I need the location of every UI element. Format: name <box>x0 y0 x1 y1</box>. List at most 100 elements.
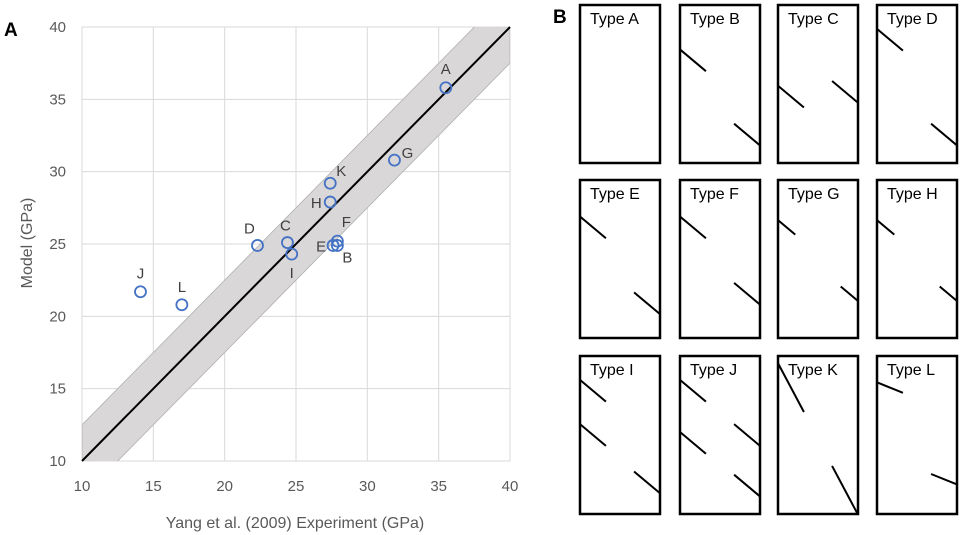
y-tick-label: 25 <box>49 236 66 253</box>
crack-line <box>633 291 661 315</box>
data-point-f <box>330 234 344 248</box>
type-label: Type E <box>590 186 640 203</box>
panel-b-label: B <box>553 7 567 28</box>
data-points: A B C D EF G H I J K L <box>134 61 453 312</box>
type-label: Type J <box>690 362 737 379</box>
type-label: Type A <box>590 11 639 28</box>
data-point-g <box>388 153 401 167</box>
specimen-outline <box>678 3 762 165</box>
x-tick-label: 30 <box>359 478 376 495</box>
y-tick-label: 40 <box>49 19 66 36</box>
crack-type-d: Type D <box>875 3 959 165</box>
crack-line <box>876 381 904 394</box>
crack-line <box>579 379 607 403</box>
y-tick-label: 20 <box>49 308 66 325</box>
y-axis-title: Model (GPa) <box>19 198 36 289</box>
type-label: Type K <box>788 362 838 379</box>
crack-type-b: Type B <box>678 3 762 165</box>
crack-line <box>840 285 859 302</box>
x-tick-label: 25 <box>288 478 305 495</box>
point-label-c: C <box>280 218 291 235</box>
crack-line <box>831 80 859 104</box>
point-label-l: L <box>178 279 186 296</box>
type-label: Type I <box>590 362 634 379</box>
crack-line <box>679 215 707 240</box>
point-label-k: K <box>336 163 346 180</box>
specimen-outline <box>776 3 860 165</box>
identity-line <box>81 26 511 462</box>
crack-type-h: Type H <box>875 178 959 340</box>
crack-line <box>633 470 661 495</box>
data-point-k <box>323 176 337 190</box>
specimen-outline <box>678 178 762 340</box>
crack-type-e: Type E <box>578 178 662 340</box>
crack-line <box>733 282 761 306</box>
crack-type-k: Type K <box>776 354 860 516</box>
point-label-b: B <box>342 249 352 266</box>
data-point-b <box>330 239 344 252</box>
crack-line <box>777 219 796 236</box>
crack-line <box>939 285 958 302</box>
x-tick-label: 35 <box>430 478 447 495</box>
point-label-d: D <box>244 220 255 237</box>
crack-line <box>876 28 904 52</box>
x-axis-title: Yang et al. (2009) Experiment (GPa) <box>166 515 425 532</box>
specimen-outline <box>875 3 959 165</box>
type-label: Type D <box>887 11 938 28</box>
type-label: Type G <box>788 186 840 203</box>
point-label-a: A <box>441 61 451 78</box>
data-point-c <box>281 236 294 249</box>
crack-type-grid: Type A Type B Type C Type D Type E Type F Type… <box>578 3 959 516</box>
specimen-outline <box>875 178 959 340</box>
type-label: Type C <box>788 11 839 28</box>
point-label-f: F <box>342 214 351 231</box>
specimen-outline <box>578 3 662 165</box>
data-point-l <box>175 298 189 312</box>
x-tick-label: 15 <box>145 478 162 495</box>
reference-line <box>81 26 511 462</box>
y-tick-label: 30 <box>49 164 66 181</box>
point-label-i: I <box>290 265 294 282</box>
crack-type-c: Type C <box>776 3 860 165</box>
y-tick-label: 15 <box>49 381 66 398</box>
crack-type-i: Type I <box>578 354 662 516</box>
crack-line <box>733 473 761 498</box>
data-point-j <box>134 285 147 299</box>
data-point-d <box>251 239 264 252</box>
crack-line <box>777 84 805 109</box>
crack-line <box>930 122 958 147</box>
y-tick-label: 10 <box>49 453 66 470</box>
crack-line <box>579 215 607 240</box>
crack-line <box>876 219 895 236</box>
data-point-a <box>439 81 453 95</box>
crack-line <box>777 362 805 413</box>
x-tick-label: 40 <box>502 478 519 495</box>
crack-line <box>733 122 761 147</box>
crack-type-f: Type F <box>678 178 762 340</box>
crack-type-a: Type A <box>578 3 662 165</box>
panel-a-label: A <box>4 20 18 41</box>
crack-type-g: Type G <box>776 178 860 340</box>
type-label: Type L <box>887 362 935 379</box>
type-label: Type H <box>887 186 938 203</box>
point-label-h: H <box>311 195 322 212</box>
point-label-j: J <box>137 266 145 283</box>
crack-type-l: Type L <box>875 354 959 516</box>
type-label: Type B <box>690 11 740 28</box>
crack-line <box>733 423 761 447</box>
crack-line <box>679 431 707 455</box>
point-label-g: G <box>402 145 414 162</box>
crack-line <box>679 48 707 72</box>
data-point-h <box>323 195 337 209</box>
point-label-e: E <box>316 238 326 255</box>
data-point-i <box>285 247 299 261</box>
specimen-outline <box>578 178 662 340</box>
x-tick-label: 10 <box>74 478 91 495</box>
data-point-e <box>326 239 340 252</box>
crack-type-j: Type J <box>678 354 762 516</box>
crack-line <box>831 465 859 516</box>
crack-line <box>579 423 607 447</box>
crack-line <box>930 473 958 486</box>
